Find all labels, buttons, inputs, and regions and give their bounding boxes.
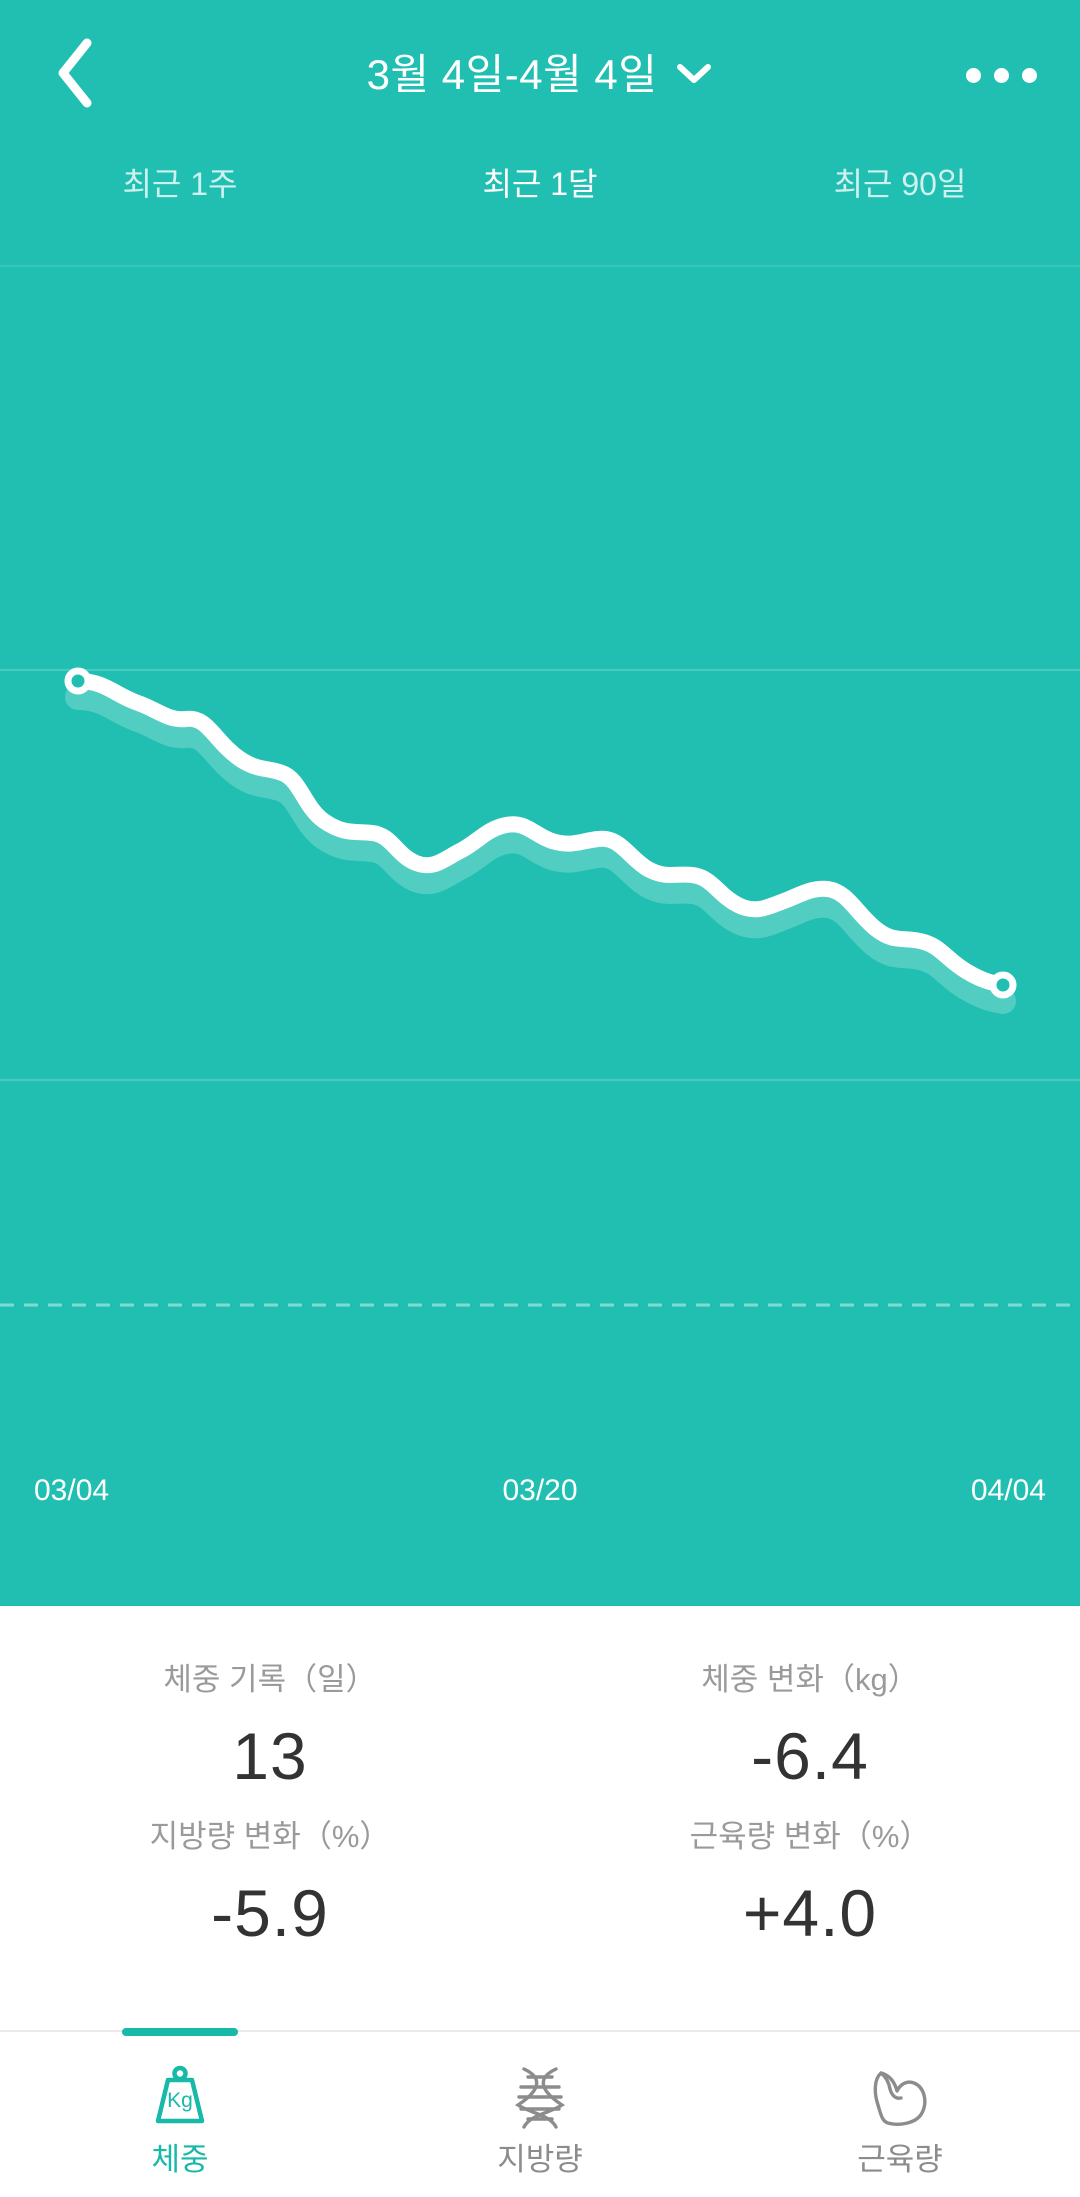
nav-label: 지방량 <box>497 2142 583 2177</box>
chart-panel: 3월 4일-4월 4일 최근 1주 최근 1달 최근 90일 <box>0 0 1080 1606</box>
svg-text:Kg: Kg <box>167 2089 193 2112</box>
date-range-selector[interactable]: 3월 4일-4월 4일 <box>367 54 714 96</box>
nav-item-muscle[interactable]: 근육량 <box>720 2032 1080 2197</box>
stat-value: -5.9 <box>211 1876 329 1950</box>
bottom-navigation: Kg 체중 지방량 <box>0 2028 1080 2197</box>
back-button[interactable] <box>30 28 120 118</box>
weight-kg-icon: Kg <box>144 2060 216 2136</box>
stat-fat-change: 지방량 변화（%） -5.9 <box>0 1799 540 1956</box>
page-title: 3월 4일-4월 4일 <box>366 51 658 98</box>
tab-separator <box>0 265 1080 267</box>
stat-weight-change: 체중 변화（kg） -6.4 <box>540 1650 1080 1799</box>
stat-label: 체중 변화（kg） <box>701 1662 919 1697</box>
nav-item-body-fat[interactable]: 지방량 <box>360 2032 720 2197</box>
stat-label: 근육량 변화（%） <box>689 1819 931 1854</box>
bicep-flex-icon <box>864 2060 936 2136</box>
dna-helix-icon <box>504 2060 576 2136</box>
stat-label: 체중 기록（일） <box>163 1662 377 1697</box>
stat-value: 13 <box>232 1719 308 1793</box>
chevron-left-icon <box>53 37 97 109</box>
chart-end-marker <box>989 971 1017 999</box>
range-tab-month[interactable]: 최근 1달 <box>482 166 598 202</box>
range-tab-bar: 최근 1주 최근 1달 최근 90일 <box>0 150 1080 265</box>
chart-x-axis: 03/04 03/20 04/04 <box>0 1452 1080 1529</box>
active-tab-indicator <box>122 2028 238 2036</box>
range-tab-week[interactable]: 최근 1주 <box>122 166 238 202</box>
more-dot-2 <box>993 67 1009 83</box>
more-options-button[interactable] <box>946 30 1056 120</box>
stat-value: -6.4 <box>751 1719 869 1793</box>
weight-line-chart[interactable]: 03/04 03/20 04/04 <box>0 267 1080 1529</box>
stats-row-2: 지방량 변화（%） -5.9 근육량 변화（%） +4.0 <box>0 1799 1080 1956</box>
chart-start-marker <box>64 667 92 695</box>
stat-label: 지방량 변화（%） <box>149 1819 391 1854</box>
summary-stats: 체중 기록（일） 13 체중 변화（kg） -6.4 지방량 변화（%） -5.… <box>0 1606 1080 2197</box>
range-tab-90days[interactable]: 최근 90일 <box>833 166 967 202</box>
x-tick-start: 03/04 <box>34 1473 110 1507</box>
stat-weight-records: 체중 기록（일） 13 <box>0 1650 540 1799</box>
chart-svg <box>0 667 1080 1307</box>
nav-label: 근육량 <box>857 2142 943 2177</box>
more-dot-1 <box>965 67 981 83</box>
stat-value: +4.0 <box>742 1876 878 1950</box>
stat-muscle-change: 근육량 변화（%） +4.0 <box>540 1799 1080 1956</box>
nav-item-weight[interactable]: Kg 체중 <box>0 2028 360 2197</box>
chart-line <box>70 673 1011 993</box>
stats-row-1: 체중 기록（일） 13 체중 변화（kg） -6.4 <box>0 1650 1080 1799</box>
chart-gridlines <box>0 669 1080 1307</box>
chevron-down-icon[interactable] <box>675 61 713 90</box>
x-tick-mid: 03/20 <box>502 1473 578 1507</box>
x-tick-end: 04/04 <box>970 1473 1046 1507</box>
app-header: 3월 4일-4월 4일 <box>0 0 1080 150</box>
more-dot-3 <box>1021 67 1037 83</box>
chart-line-shadow <box>65 684 1016 1014</box>
nav-label: 체중 <box>151 2142 209 2177</box>
